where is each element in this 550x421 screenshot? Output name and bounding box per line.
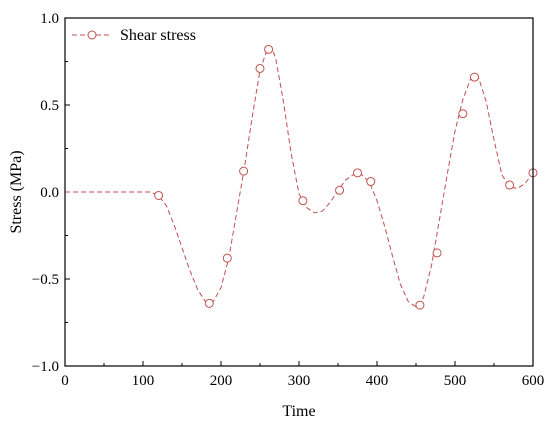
data-point [335, 185, 345, 195]
plot-frame [64, 17, 534, 367]
data-point [415, 300, 425, 310]
x-tick-label: 500 [444, 373, 467, 389]
y-tick-label: −0.5 [32, 272, 59, 288]
data-point [505, 180, 515, 190]
data-point [470, 72, 479, 82]
y-tick-label: 1.0 [40, 11, 59, 27]
legend-label: Shear stress [120, 27, 196, 44]
y-tick-label: 0.5 [40, 98, 59, 114]
x-tick-label: 200 [210, 373, 233, 389]
data-point [222, 253, 232, 263]
y-tick-label: 0.0 [40, 185, 59, 201]
data-point [353, 168, 362, 178]
y-tick-label: −1.0 [32, 359, 59, 375]
legend-marker [87, 30, 97, 40]
data-point [298, 196, 308, 206]
data-point [239, 166, 249, 176]
x-tick-label: 400 [366, 373, 389, 389]
x-tick-label: 0 [61, 373, 69, 389]
data-point [432, 248, 442, 258]
data-point [204, 298, 214, 308]
ticks-layer: 0 100 200 300 400 500 600 −1.0 −0.5 0.0 0.5 1.0 [32, 11, 544, 389]
series-line [65, 47, 534, 308]
x-tick-label: 300 [288, 373, 311, 389]
x-tick-label: 600 [522, 373, 545, 389]
data-point [255, 63, 265, 73]
data-point [264, 44, 274, 54]
x-axis-title: Time [282, 403, 315, 420]
data-point [154, 190, 164, 200]
y-axis-title: Stress (MPa) [8, 150, 25, 233]
data-point [458, 109, 468, 119]
series-layer [65, 44, 538, 310]
x-tick-label: 100 [132, 373, 155, 389]
data-point [366, 177, 376, 187]
legend: Shear stress [72, 27, 196, 44]
